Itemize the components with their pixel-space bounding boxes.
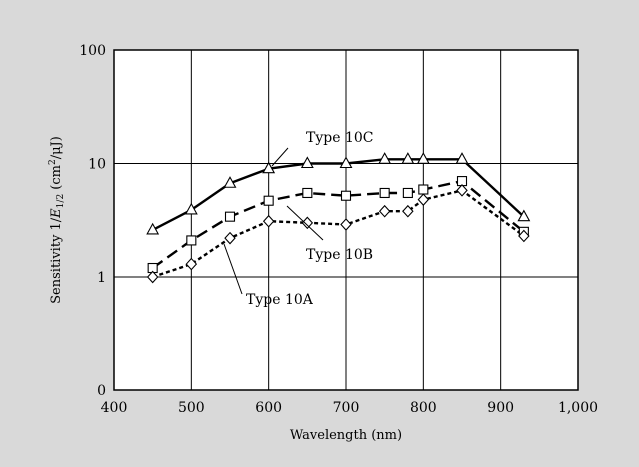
x-axis-title: Wavelength (nm) (290, 428, 402, 443)
data-point (340, 190, 352, 201)
data-point (402, 204, 414, 218)
data-point (146, 270, 159, 284)
data-point (401, 152, 415, 164)
data-point (517, 209, 531, 222)
series-label-1: Type 10C (306, 130, 373, 146)
data-point (146, 222, 160, 235)
data-point (456, 184, 468, 197)
data-point (379, 187, 390, 199)
data-point (184, 202, 198, 215)
y-tick-label: 0 (97, 383, 106, 399)
x-tick-label: 800 (410, 400, 437, 416)
y-tick-label: 10 (88, 157, 106, 173)
y-tick-label: 1 (97, 270, 106, 286)
series-label-2: Type 10B (306, 247, 373, 263)
data-point (518, 229, 530, 243)
data-point (378, 152, 392, 164)
data-point (300, 156, 314, 169)
y-tick-label: 100 (79, 43, 106, 59)
plot-frame (113, 49, 579, 391)
annotation-leader-2 (286, 205, 324, 241)
data-point (224, 231, 236, 245)
marker-layer (146, 152, 531, 284)
data-point (455, 152, 469, 164)
data-point (416, 152, 430, 164)
x-tick-label: 400 (101, 400, 128, 416)
annotation-leader-1 (271, 147, 289, 167)
x-tick-label: 600 (255, 400, 282, 416)
series-line-2 (152, 179, 525, 269)
data-point (186, 235, 197, 246)
data-point (262, 161, 276, 174)
x-tick-label: 900 (487, 400, 514, 416)
y-axis-title: Sensitivity 1/E1/2 (cm2/μJ) (48, 136, 66, 304)
annotation-leader-3 (223, 243, 243, 295)
data-point (185, 257, 198, 271)
x-tick-label: 500 (178, 400, 205, 416)
series-label-3: Type 10A (246, 292, 314, 308)
data-point (417, 193, 430, 206)
data-point (402, 187, 413, 199)
data-point (340, 218, 352, 231)
data-point (224, 211, 236, 222)
data-point (262, 214, 275, 228)
data-point (302, 187, 313, 199)
annotations: Type 10C Type 10B Type 10A (223, 130, 373, 308)
data-point (223, 176, 237, 188)
data-point (263, 195, 274, 206)
data-point (418, 184, 429, 195)
x-tick-label: 1,000 (558, 400, 598, 416)
x-tick-label: 700 (333, 400, 360, 416)
data-point (339, 156, 353, 169)
data-point (378, 204, 391, 218)
data-point (301, 216, 314, 230)
tick-labels: 400 500 600 700 800 900 1,000 0 1 10 100 (79, 43, 598, 416)
